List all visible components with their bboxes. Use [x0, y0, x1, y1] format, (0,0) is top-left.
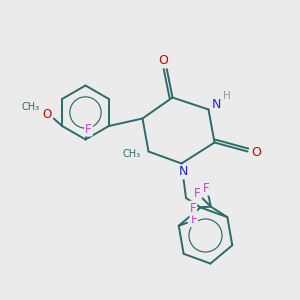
Text: F: F [203, 182, 210, 195]
Text: CH₃: CH₃ [123, 149, 141, 160]
Text: O: O [43, 107, 52, 121]
Text: CH₃: CH₃ [22, 101, 40, 112]
Text: O: O [159, 54, 168, 68]
Text: N: N [212, 98, 222, 112]
Text: O: O [251, 146, 261, 160]
Text: F: F [194, 187, 201, 200]
Text: F: F [190, 202, 196, 215]
Text: N: N [178, 165, 188, 178]
Text: F: F [190, 213, 197, 226]
Text: F: F [85, 122, 92, 136]
Text: H: H [223, 91, 231, 101]
